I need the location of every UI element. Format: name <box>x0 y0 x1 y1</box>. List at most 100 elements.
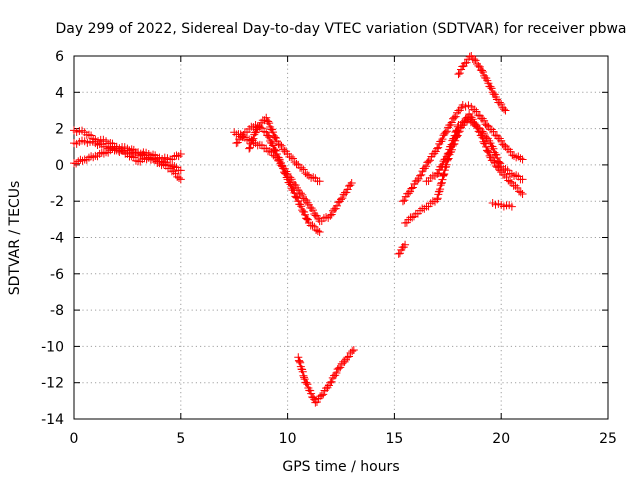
data-point-sample <box>285 178 294 187</box>
series-track-5 <box>232 120 324 237</box>
data-point <box>144 153 153 162</box>
y-tick-label: -14 <box>41 412 64 428</box>
data-points <box>70 52 527 407</box>
data-point-sample <box>439 171 448 180</box>
data-point-sample <box>438 160 447 169</box>
series-track-12 <box>488 199 516 211</box>
data-point-sample <box>294 356 303 365</box>
data-point-sample <box>502 172 511 181</box>
data-point-sample <box>280 168 289 177</box>
data-point-sample <box>157 161 166 170</box>
data-point-sample <box>263 117 272 126</box>
data-point-sample <box>485 151 494 160</box>
data-point-sample <box>169 167 178 176</box>
data-point-sample <box>346 181 355 190</box>
data-point-sample <box>297 163 306 172</box>
data-point-sample <box>434 143 443 152</box>
data-point <box>441 128 450 137</box>
data-point <box>253 122 262 131</box>
data-point-sample <box>495 98 504 107</box>
data-point-sample <box>440 169 449 178</box>
series-track-11 <box>454 52 510 115</box>
data-point-sample <box>310 222 319 231</box>
data-point-sample <box>501 164 510 173</box>
data-point-sample <box>489 127 498 136</box>
data-point <box>343 353 352 362</box>
data-point <box>507 202 516 211</box>
data-point-sample <box>482 121 491 130</box>
data-point <box>334 364 343 373</box>
data-point-sample <box>275 155 284 164</box>
data-point-sample <box>452 127 461 136</box>
data-point-sample <box>516 154 525 163</box>
data-point-sample <box>287 184 296 193</box>
data-point-sample <box>513 183 522 192</box>
data-point <box>272 150 281 159</box>
data-point-sample <box>313 227 322 236</box>
data-point-sample <box>269 141 278 150</box>
data-point <box>416 171 425 180</box>
data-point-sample <box>297 202 306 211</box>
data-point-sample <box>438 175 447 184</box>
data-point-sample <box>450 131 459 140</box>
data-point <box>518 175 527 184</box>
data-point-sample <box>303 380 312 389</box>
data-point-sample <box>506 177 515 186</box>
data-point-sample <box>487 84 496 93</box>
data-point <box>317 391 326 400</box>
data-point-sample <box>290 188 299 197</box>
x-tick-label: 25 <box>599 431 617 447</box>
data-point-sample <box>274 153 283 162</box>
data-point-sample <box>512 153 521 162</box>
data-point <box>398 197 407 206</box>
data-point-sample <box>303 215 312 224</box>
data-point-sample <box>471 56 480 65</box>
y-axis-label: SDTVAR / TECUs <box>7 181 23 296</box>
data-point-sample <box>437 179 446 188</box>
data-point <box>326 211 335 220</box>
data-point-sample <box>442 127 451 136</box>
data-point-sample <box>472 107 481 116</box>
data-point <box>315 228 324 237</box>
data-point-sample <box>292 193 301 202</box>
data-point-sample <box>495 166 504 175</box>
y-tick-label: -6 <box>50 267 64 283</box>
data-point-sample <box>508 151 517 160</box>
chart-title: Day 299 of 2022, Sidereal Day-to-day VTE… <box>55 21 626 37</box>
y-tick-labels: 6 4 2 0 -2 -4 -6 -8 -10 -12 -14 <box>41 49 64 428</box>
data-point-sample <box>500 105 509 114</box>
data-point <box>155 159 164 168</box>
data-point-sample <box>422 162 431 171</box>
data-point <box>307 389 316 398</box>
series-track-13 <box>394 240 410 258</box>
data-point-sample <box>248 136 257 145</box>
data-point-sample <box>497 100 506 109</box>
data-point-sample <box>171 169 180 178</box>
data-point-sample <box>494 157 503 166</box>
data-point-sample <box>483 147 492 156</box>
axis-ticks <box>73 55 609 420</box>
data-point-sample <box>420 204 429 213</box>
data-point-sample <box>493 153 502 162</box>
data-point-sample <box>89 153 98 162</box>
data-point <box>518 155 527 164</box>
data-point <box>300 375 309 384</box>
data-point-sample <box>271 133 280 142</box>
data-point-sample <box>308 206 317 215</box>
data-point-sample <box>455 69 464 78</box>
data-point-sample <box>512 171 521 180</box>
data-point-sample <box>510 172 519 181</box>
x-tick-label: 20 <box>492 431 510 447</box>
data-point-sample <box>514 152 523 161</box>
data-point-sample <box>444 149 453 158</box>
y-tick-label: 0 <box>55 158 64 174</box>
data-point-sample <box>404 189 413 198</box>
data-point-sample <box>458 118 467 127</box>
y-tick-label: -8 <box>50 303 64 319</box>
data-point <box>176 166 185 175</box>
data-point-sample <box>172 151 181 160</box>
data-point-sample <box>277 141 286 150</box>
data-point-sample <box>477 66 486 75</box>
data-point-sample <box>308 221 317 230</box>
